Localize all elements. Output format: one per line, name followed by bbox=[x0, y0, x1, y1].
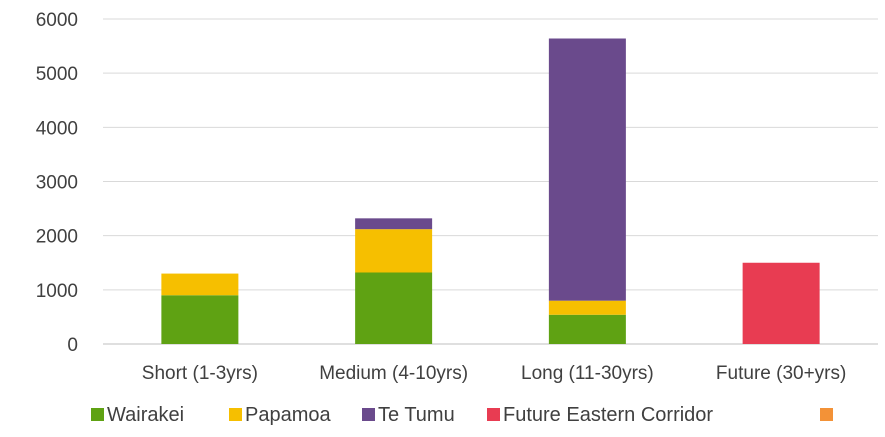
legend-swatch bbox=[362, 408, 375, 421]
x-tick-label: Medium (4-10yrs) bbox=[319, 363, 468, 384]
legend-label: Te Tumu bbox=[378, 404, 455, 426]
y-tick-label: 2000 bbox=[36, 227, 78, 248]
bar-segment-wairakei bbox=[548, 314, 626, 344]
y-tick-label: 5000 bbox=[36, 64, 78, 85]
y-tick-label: 1000 bbox=[36, 281, 78, 302]
legend-swatch bbox=[229, 408, 242, 421]
bar-segment-wairakei bbox=[355, 272, 433, 344]
legend-swatch bbox=[91, 408, 104, 421]
bar-segment-papamoa bbox=[161, 273, 239, 296]
bar-segment-wairakei bbox=[161, 295, 239, 344]
bar-segment-future-eastern-corridor bbox=[742, 262, 820, 344]
bar-segment-papamoa bbox=[548, 300, 626, 315]
y-axis-tick-labels: 0 1000 2000 3000 4000 5000 6000 bbox=[36, 10, 78, 356]
x-tick-label: Long (11-30yrs) bbox=[521, 363, 654, 384]
legend-label: Wairakei bbox=[107, 404, 184, 426]
legend-swatch bbox=[487, 408, 500, 421]
bar-segment-te-tumu bbox=[548, 38, 626, 301]
legend-label: Papamoa bbox=[245, 404, 331, 426]
legend-swatch bbox=[820, 408, 833, 421]
x-tick-label: Future (30+yrs) bbox=[716, 363, 846, 384]
x-tick-label: Short (1-3yrs) bbox=[142, 363, 258, 384]
y-tick-label: 0 bbox=[67, 335, 78, 356]
y-tick-label: 4000 bbox=[36, 118, 78, 139]
bar-segment-papamoa bbox=[355, 229, 433, 273]
bars bbox=[161, 38, 820, 344]
legend-label: Future Eastern Corridor bbox=[503, 404, 713, 426]
x-axis-tick-labels: Short (1-3yrs) Medium (4-10yrs) Long (11-3… bbox=[142, 363, 847, 384]
legend: Wairakei Papamoa Te Tumu Future Eastern Cor… bbox=[91, 404, 833, 426]
y-tick-label: 6000 bbox=[36, 10, 78, 31]
bar-segment-te-tumu bbox=[355, 218, 433, 230]
y-tick-label: 3000 bbox=[36, 173, 78, 194]
